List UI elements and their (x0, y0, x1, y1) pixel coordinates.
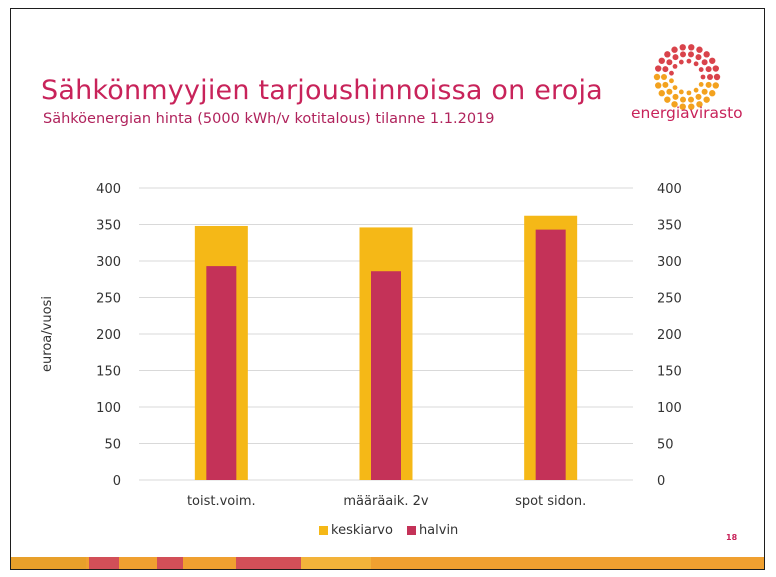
y-tick-label-left: 350 (96, 219, 121, 234)
logo-dot (672, 54, 679, 61)
y-tick-label-right: 100 (657, 401, 682, 416)
logo-dot (695, 93, 702, 100)
logo-dot (693, 87, 699, 93)
y-tick-label-left: 0 (113, 474, 121, 489)
logo-dot (701, 59, 708, 66)
y-tick-label-right: 250 (657, 292, 682, 307)
bar-halvin (206, 266, 237, 480)
footer-segment (89, 557, 119, 569)
x-category-label: määräaik. 2v (343, 494, 429, 509)
logo-dot (713, 73, 721, 81)
logo-dot (666, 59, 673, 66)
logo-dot (709, 57, 716, 64)
y-axis-label: euroa/vuosi (40, 296, 55, 372)
logo-dot (712, 82, 719, 89)
logo-dot (705, 81, 712, 88)
bar-halvin (535, 229, 566, 480)
logo-dot (672, 63, 678, 69)
y-tick-label-right: 0 (657, 474, 665, 489)
logo-dot (707, 74, 713, 80)
logo-dot (669, 78, 674, 84)
logo-dot (680, 96, 687, 103)
logo-dot (686, 90, 692, 96)
logo-dot (679, 103, 686, 110)
logo-dot (688, 44, 695, 51)
y-tick-label-right: 400 (657, 182, 682, 197)
logo-dot (664, 96, 671, 103)
y-tick-label-right: 150 (657, 365, 682, 380)
slide-subtitle: Sähköenergian hinta (5000 kWh/v kotitalo… (43, 111, 495, 127)
logo-dot (687, 96, 694, 103)
x-category-label: toist.voim. (187, 494, 256, 509)
logo-dot (703, 96, 710, 103)
logo-dot (655, 65, 662, 72)
logo-dot (664, 51, 671, 58)
logo-dot (712, 65, 719, 72)
logo-text: energiavirasto (631, 104, 743, 122)
logo-dot (688, 103, 695, 110)
footer-band (11, 557, 764, 569)
legend-item-keskiarvo: keskiarvo (319, 523, 393, 538)
logo-dot (661, 74, 667, 80)
logo-dot (703, 51, 710, 58)
logo-dot (653, 73, 661, 81)
logo-dot (696, 101, 703, 108)
logo-dot (701, 88, 708, 95)
slide-title: Sähkönmyyjien tarjoushinnoissa on eroja (41, 75, 603, 106)
slide: Sähkönmyyjien tarjoushinnoissa on eroja … (10, 8, 765, 570)
legend-label-halvin: halvin (418, 523, 459, 538)
logo-dot (672, 93, 679, 100)
logo-dot (678, 89, 684, 95)
logo-dot (679, 44, 686, 51)
legend-item-halvin: halvin (406, 523, 459, 538)
logo-dot (705, 66, 712, 73)
chart-legend: keskiarvo halvin (319, 523, 466, 538)
y-tick-label-left: 300 (96, 255, 121, 270)
legend-label-keskiarvo: keskiarvo (331, 523, 393, 538)
logo-dot (700, 74, 706, 80)
y-tick-label-right: 50 (657, 438, 674, 453)
logo-dot (662, 81, 669, 88)
x-category-label: spot sidon. (515, 494, 586, 509)
bar-chart: 0 0 50 50 100 100 150 150 200 200 250 250 300 300 350 3… (40, 182, 682, 509)
footer-segment (157, 557, 183, 569)
footer-segment (11, 557, 86, 569)
legend-swatch-halvin (406, 526, 416, 535)
logo-dot (680, 51, 687, 58)
logo-dot (662, 66, 669, 73)
logo-dot (695, 54, 702, 61)
y-tick-label-left: 250 (96, 292, 121, 307)
y-tick-label-left: 50 (104, 438, 121, 453)
y-tick-label-left: 400 (96, 182, 121, 197)
y-tick-label-left: 200 (96, 328, 121, 343)
logo-dot (698, 82, 704, 87)
y-tick-label-right: 350 (657, 219, 682, 234)
legend-swatch-keskiarvo (319, 526, 328, 535)
logo-dot (678, 59, 684, 65)
logo-dot (666, 88, 673, 95)
logo-dot (672, 85, 678, 91)
logo-dot (687, 51, 694, 58)
logo-dot (696, 46, 703, 53)
logo-dot (693, 61, 699, 67)
bar-halvin (371, 271, 401, 480)
logo-dot (658, 57, 665, 64)
y-tick-label-right: 300 (657, 255, 682, 270)
logo-dot (671, 101, 678, 108)
y-tick-label-right: 200 (657, 328, 682, 343)
logo-dot (686, 58, 692, 64)
footer-segment (236, 557, 301, 569)
y-tick-label-left: 100 (96, 401, 121, 416)
logo-dot (669, 70, 674, 76)
logo-dot (698, 67, 704, 72)
energiavirasto-logo-icon (653, 44, 721, 110)
logo-dot (671, 46, 678, 53)
footer-segment (301, 557, 371, 569)
logo-dot (709, 90, 716, 97)
page-number: 18 (726, 533, 738, 542)
logo-dot (655, 82, 662, 89)
y-tick-label-left: 150 (96, 365, 121, 380)
logo-dot (658, 90, 665, 97)
